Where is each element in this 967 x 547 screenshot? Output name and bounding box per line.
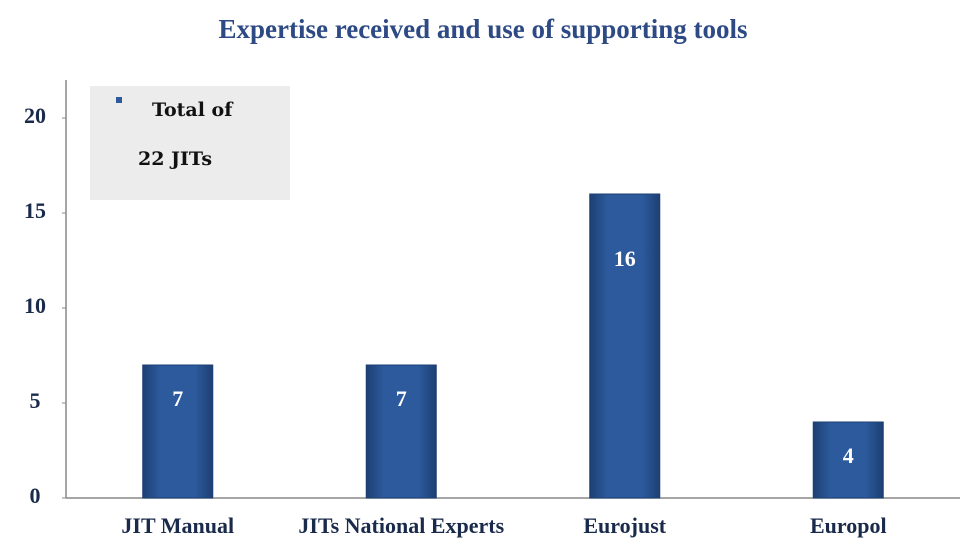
bar — [142, 364, 214, 499]
chart-title: Expertise received and use of supporting… — [218, 14, 747, 44]
y-tick-label: 20 — [24, 103, 46, 128]
data-label: 4 — [843, 443, 854, 468]
y-tick-label: 0 — [30, 483, 41, 508]
bar — [812, 421, 884, 499]
bar — [365, 364, 437, 499]
y-tick-label: 5 — [30, 388, 41, 413]
x-tick-label: Eurojust — [583, 513, 666, 538]
x-tick-label: Europol — [810, 513, 887, 538]
legend-marker — [116, 97, 122, 103]
bar — [589, 193, 661, 499]
legend: Total of 22 JITs — [90, 86, 290, 200]
data-label: 16 — [614, 246, 636, 271]
x-tick-label: JITs National Experts — [298, 513, 504, 538]
y-tick-label: 10 — [24, 293, 46, 318]
data-label: 7 — [172, 386, 183, 411]
x-tick-label: JIT Manual — [121, 513, 234, 538]
legend-label: Total of 22 JITs — [138, 99, 233, 170]
y-tick-label: 15 — [24, 198, 46, 223]
data-label: 7 — [396, 386, 407, 411]
